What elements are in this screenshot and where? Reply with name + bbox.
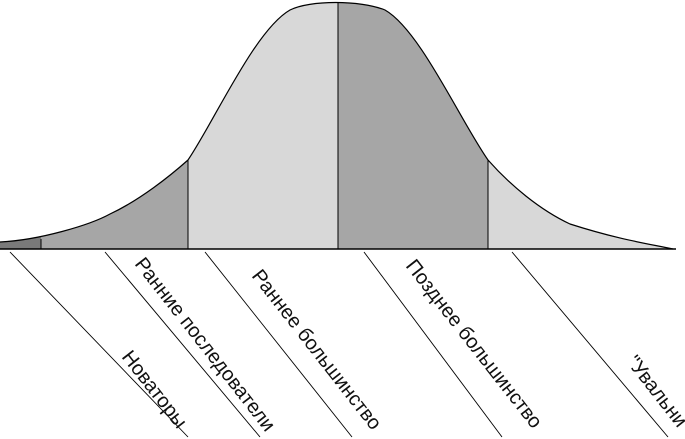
segment-innovators-area <box>0 2 41 249</box>
bell-curve-outline <box>0 1 674 250</box>
leader-line-early-majority <box>204 251 353 438</box>
leader-line-laggards <box>511 251 669 438</box>
leader-line-innovators <box>9 251 189 438</box>
segment-laggards-area <box>488 2 673 249</box>
segment-early-majority-area <box>188 2 338 249</box>
label-innovators: Новаторы <box>117 347 191 433</box>
leader-line-early-adopters <box>104 251 261 438</box>
leader-line-late-majority <box>363 251 503 438</box>
label-late-majority: Позднее большинство <box>401 256 546 433</box>
